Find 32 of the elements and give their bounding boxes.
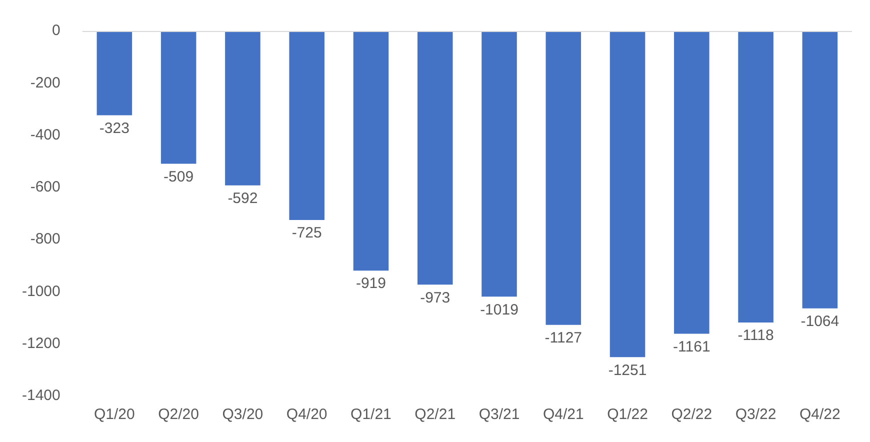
- x-tick-label: Q4/22: [799, 406, 840, 424]
- x-tick-label: Q2/21: [414, 406, 456, 424]
- y-tick-label: -600: [30, 178, 60, 196]
- x-tick-label: Q1/22: [607, 406, 648, 424]
- data-label: -725: [292, 224, 322, 242]
- x-tick-label: Q3/22: [735, 406, 776, 424]
- y-tick-label: -1400: [22, 387, 60, 404]
- data-label: -1064: [800, 313, 840, 330]
- y-tick-label: 0: [52, 22, 60, 40]
- x-tick-label: Q1/21: [350, 406, 392, 424]
- data-label: -1118: [738, 327, 774, 344]
- data-label: -592: [228, 190, 258, 207]
- y-tick-label: -200: [30, 74, 60, 92]
- data-label: -1161: [673, 338, 710, 356]
- data-label: -509: [164, 168, 194, 186]
- y-tick-label: -1000: [22, 282, 60, 300]
- x-tick-label: Q3/21: [478, 406, 520, 424]
- y-tick-label: -400: [30, 126, 60, 144]
- data-label: -1251: [608, 362, 647, 379]
- x-tick-label: Q2/20: [158, 406, 200, 424]
- x-tick-label: Q1/20: [94, 406, 135, 424]
- x-tick-label: Q4/21: [542, 406, 584, 424]
- y-tick-label: -1200: [22, 335, 60, 352]
- data-label: -1019: [480, 301, 518, 318]
- x-tick-label: Q4/20: [286, 406, 328, 424]
- data-label: -919: [356, 275, 386, 292]
- x-tick-label: Q3/20: [222, 406, 264, 424]
- data-label: -973: [420, 289, 450, 306]
- y-tick-label: -800: [30, 230, 60, 248]
- data-label: -323: [99, 120, 130, 137]
- data-label: -1127: [544, 329, 582, 346]
- x-tick-label: Q2/22: [671, 406, 712, 424]
